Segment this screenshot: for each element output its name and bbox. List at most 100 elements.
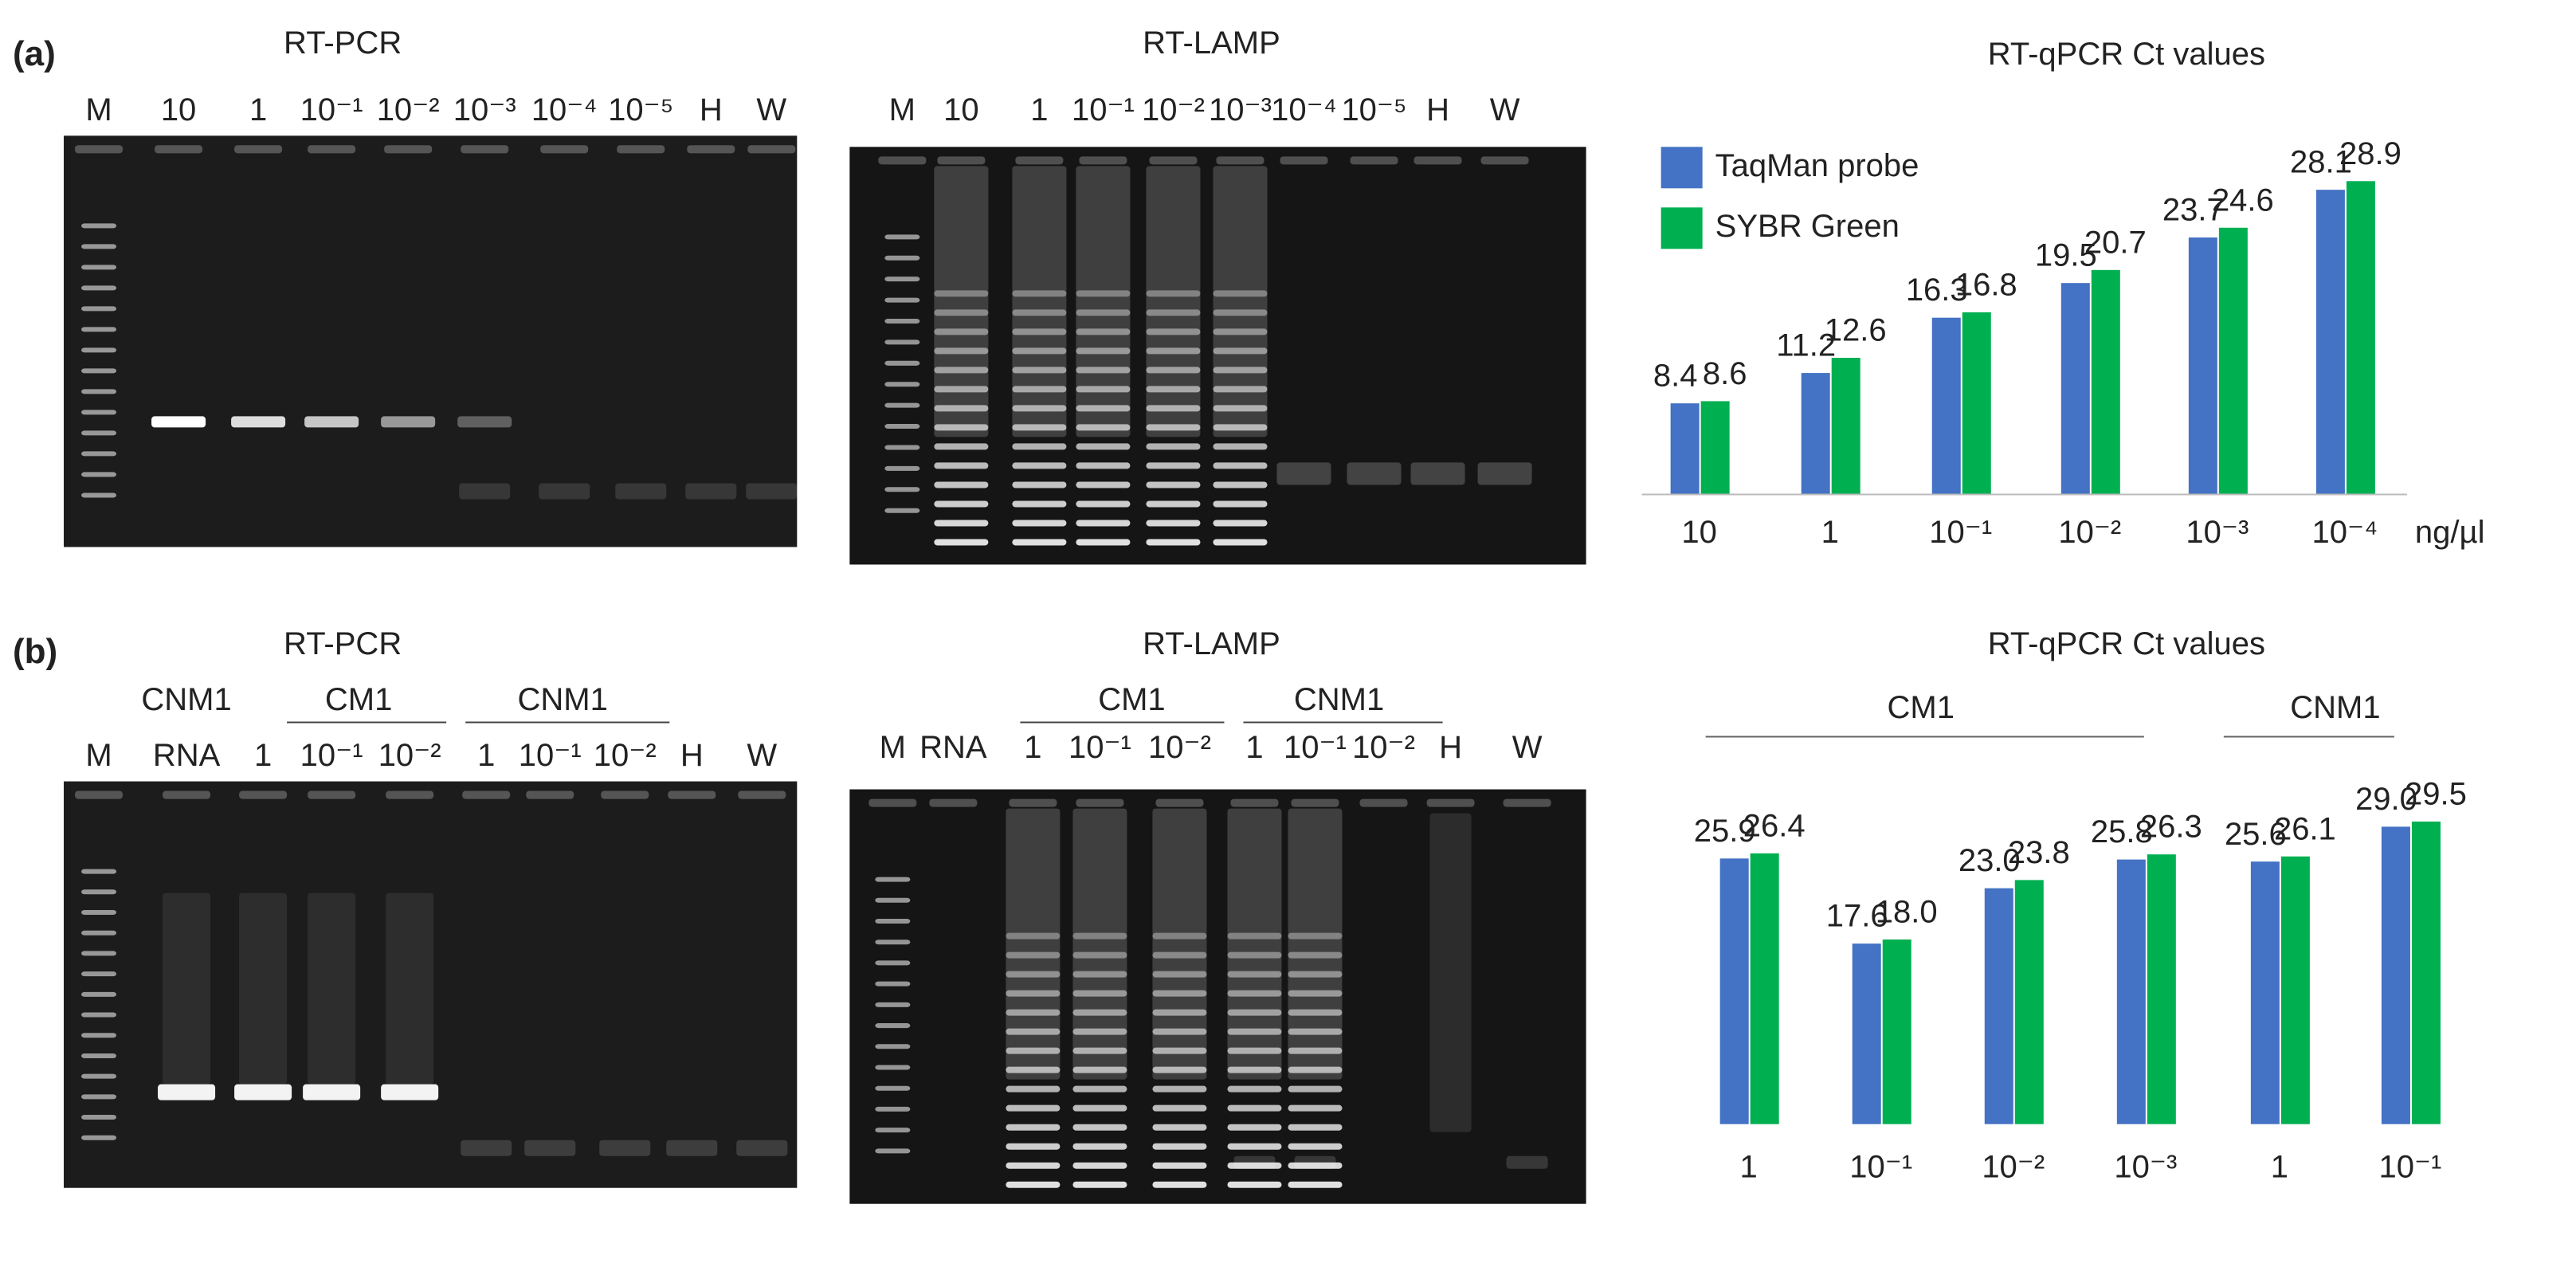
gel-band	[1152, 1181, 1207, 1188]
gel-band	[1012, 328, 1067, 335]
gel-band	[1012, 520, 1067, 527]
gel-band	[1359, 798, 1408, 807]
gel-band	[1227, 990, 1282, 997]
gel-band	[1146, 443, 1201, 450]
gel-band	[1076, 367, 1131, 374]
group-label: CNM1	[1294, 682, 1384, 717]
gel-band	[934, 309, 989, 316]
value-label: 23.0	[1958, 843, 2021, 878]
gel-band	[81, 306, 117, 312]
gel-band	[875, 940, 911, 945]
gel-band	[934, 539, 989, 546]
gel-band	[1146, 309, 1201, 316]
x-tick-label: 1	[2271, 1149, 2288, 1184]
gel-band	[1213, 367, 1268, 374]
gel-band	[1288, 1066, 1343, 1073]
gel-band	[1072, 808, 1127, 1080]
gel-band	[884, 297, 920, 303]
gel-band	[1213, 347, 1268, 355]
lane-label: 1	[1030, 92, 1048, 127]
x-tick-label: 10⁻⁴	[2312, 515, 2378, 550]
bar	[1801, 373, 1830, 495]
gel-band	[81, 1135, 117, 1140]
gel-band	[1410, 462, 1465, 485]
gel-band	[1006, 808, 1061, 1080]
bar	[2060, 283, 2090, 495]
value-label: 25.8	[2091, 814, 2153, 849]
bar	[1962, 312, 1991, 495]
lane-label: 10⁻¹	[300, 92, 363, 127]
lane-label: 1	[477, 738, 495, 773]
gel-band	[1076, 539, 1131, 546]
gel-band	[1213, 386, 1268, 393]
gel-band	[81, 327, 117, 332]
gel-band	[158, 1084, 216, 1100]
gel-band	[1213, 424, 1268, 431]
value-label: 26.3	[2140, 810, 2202, 845]
lane-label: W	[756, 92, 786, 127]
gel-band	[1152, 1047, 1207, 1054]
gel-band	[1213, 405, 1268, 412]
gel-band	[1006, 971, 1061, 978]
bar	[2147, 854, 2176, 1124]
gel-band	[81, 991, 117, 997]
gel-band	[1072, 1028, 1127, 1035]
gel-band	[1006, 1047, 1061, 1054]
gel-band	[884, 339, 920, 345]
gel-band	[81, 368, 117, 374]
gel-band	[81, 1073, 117, 1079]
x-tick-label: 10⁻¹	[2378, 1149, 2441, 1184]
gel-band	[1146, 462, 1201, 469]
gel-band	[81, 492, 117, 498]
gel-band	[304, 416, 359, 428]
gel-band	[934, 290, 989, 297]
gel-band	[934, 443, 989, 450]
lane-label: 10	[161, 92, 197, 127]
gel-band	[1006, 1162, 1061, 1169]
gel-band	[1227, 971, 1282, 978]
gel-image	[849, 147, 1586, 565]
lane-label: 10⁻¹	[1072, 92, 1135, 127]
gel-band	[81, 930, 117, 936]
gel-band	[934, 405, 989, 412]
gel-band	[1076, 443, 1131, 450]
x-tick-label: 10⁻¹	[1849, 1149, 1912, 1184]
gel-band	[1076, 166, 1131, 437]
axis-unit: ng/µl	[2415, 515, 2485, 550]
gel-band	[1146, 481, 1201, 488]
gel-band	[1076, 309, 1131, 316]
lane-label: RNA	[919, 730, 987, 765]
gel-image	[849, 789, 1586, 1204]
gel-band	[875, 1085, 911, 1091]
lane-label: H	[680, 738, 704, 773]
gel-band	[1506, 1155, 1548, 1169]
bar	[2280, 856, 2310, 1124]
lane-label: M	[880, 730, 906, 765]
gel-band	[599, 1140, 651, 1156]
lane-label: 10⁻⁴	[531, 92, 598, 127]
gel-band	[668, 790, 716, 799]
bar	[2218, 227, 2248, 495]
gel-band	[934, 481, 989, 488]
x-tick-label: 1	[1821, 515, 1839, 550]
gel-band	[666, 1140, 718, 1156]
gel-band	[1213, 290, 1268, 297]
gel-band	[1072, 1085, 1127, 1093]
gel-band	[1072, 971, 1127, 978]
lane-label: M	[889, 92, 916, 127]
gel-band	[1006, 1028, 1061, 1035]
value-label: 23.8	[2008, 835, 2070, 870]
gel-band	[685, 483, 737, 500]
gel-band	[1009, 798, 1057, 807]
gel-band	[1216, 156, 1264, 165]
gel-band	[1230, 798, 1279, 807]
gel-band	[1149, 156, 1198, 165]
gel-band	[239, 892, 288, 1085]
lane-label: 10⁻⁴	[1271, 92, 1337, 127]
lane-label: M	[85, 92, 112, 127]
value-label: 29.0	[2355, 782, 2417, 817]
legend-swatch	[1660, 147, 1703, 189]
value-label: 28.9	[2339, 136, 2402, 171]
lane-label: W	[747, 738, 777, 773]
gel-title: RT-PCR	[284, 25, 402, 61]
